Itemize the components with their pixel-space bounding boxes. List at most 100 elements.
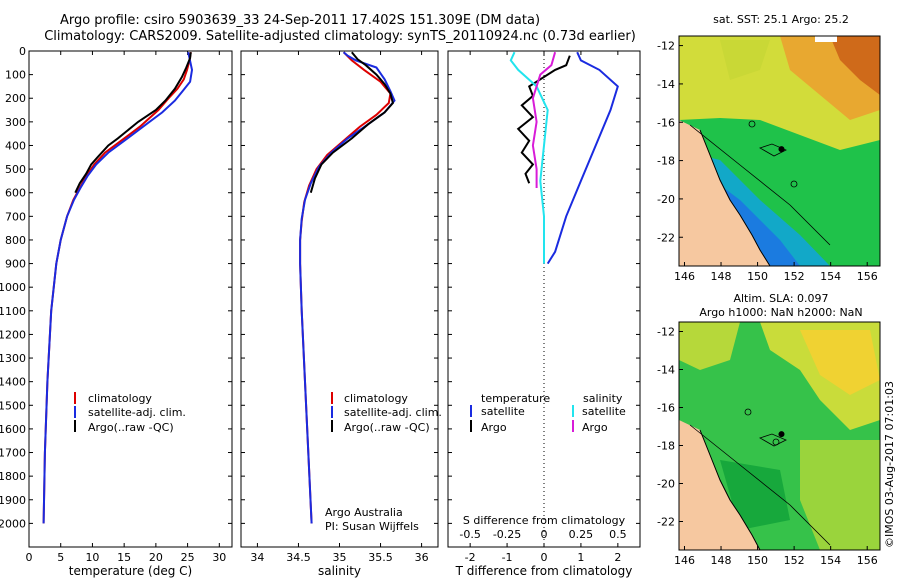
x-axis-label: temperature (deg C): [69, 564, 192, 578]
y-tick-label: 1100: [0, 305, 26, 318]
imos-timestamp: ©IMOS 03-Aug-2017 07:01:03: [883, 381, 896, 548]
y-tick-label: 1700: [0, 447, 26, 460]
map-lon-label: 150: [747, 554, 768, 567]
difference-plot: -2 -1 0 1 2T difference from climatology S di…: [448, 50, 640, 578]
x-tick-label: 0: [541, 551, 548, 564]
x-tick-label: 36: [415, 551, 429, 564]
series-line-t-satellite: [546, 51, 619, 265]
sla-map-title: Altim. SLA: 0.097: [733, 292, 828, 305]
x-tick-label: 30: [212, 551, 226, 564]
map-lat-label: -20: [657, 478, 675, 491]
s-tick-label: 0.25: [569, 528, 594, 541]
y-tick-label: 1600: [0, 423, 26, 436]
temperature-plot-frame: [28, 50, 233, 548]
map-lat-label: -18: [657, 440, 675, 453]
sla-map-subtitle: Argo h1000: NaN h2000: NaN: [699, 306, 862, 319]
x-tick-label: 1: [577, 551, 584, 564]
figure-title-line2: Climatology: CARS2009. Satellite-adjuste…: [44, 29, 636, 44]
map-axes: 146 148 150 152 154 156 -12 -14 -16 -18 -20 -22 146 1…: [657, 40, 878, 567]
map-lon-label: 152: [784, 554, 805, 567]
temperature-legend: climatology satellite-adj. clim. Argo(..…: [74, 392, 186, 434]
map-lon-label: 146: [674, 554, 695, 567]
map-lat-label: -22: [657, 231, 675, 244]
x-tick-label: 35: [333, 551, 347, 564]
y-tick-label: 1400: [0, 376, 26, 389]
figure-title-line1: Argo profile: csiro 5903639_33 24-Sep-20…: [59, 13, 541, 28]
x-tick-label: 0: [26, 551, 33, 564]
legend-title-salinity: salinity: [583, 392, 623, 405]
x-tick-label: 35.5: [368, 551, 393, 564]
argo-australia-credit: Argo Australia PI: Susan Wijffels: [325, 506, 419, 533]
map-lon-label: 154: [820, 270, 841, 283]
y-tick-label: 500: [5, 163, 26, 176]
series-line-argo-raw-qc-: [309, 51, 395, 193]
s-difference-label: S difference from climatology: [463, 514, 626, 527]
x-tick-label: 34.5: [286, 551, 311, 564]
s-tick-label: -0.25: [493, 528, 521, 541]
y-tick-label: 100: [5, 69, 26, 82]
legend-label-t-satellite: satellite: [481, 405, 525, 418]
series-line-satellite-adj-clim-: [299, 51, 396, 524]
map-lat-label: -22: [657, 516, 675, 529]
argo-position-marker: [778, 431, 785, 438]
series-line-s-argo: [531, 51, 557, 188]
y-tick-label: 900: [5, 258, 26, 271]
map-lat-label: -14: [657, 78, 675, 91]
legend-label-climatology: climatology: [344, 392, 408, 405]
series-line-climatology: [42, 52, 192, 524]
map-lat-label: -18: [657, 155, 675, 168]
x-tick-label: 5: [57, 551, 64, 564]
sst-map-title: sat. SST: 25.1 Argo: 25.2: [713, 13, 849, 26]
map-lon-label: 152: [784, 270, 805, 283]
series-line-t-argo: [516, 55, 571, 184]
map-lon-label: 148: [711, 554, 732, 567]
salinity-legend: climatology satellite-adj. clim. Argo(..…: [325, 392, 442, 533]
y-tick-label: 700: [5, 210, 26, 223]
s-tick-label: 0: [541, 528, 548, 541]
map-lat-label: -16: [657, 116, 675, 129]
x-tick-label: 15: [117, 551, 131, 564]
series-line-satellite-adj-clim-: [42, 51, 194, 524]
y-tick-label: 1800: [0, 470, 26, 483]
y-tick-label: 400: [5, 139, 26, 152]
salinity-plot-frame: [240, 50, 439, 548]
y-tick-label: 1500: [0, 399, 26, 412]
salinity-plot: 34 34.5 35 35.5 36 salinity: [241, 50, 438, 578]
legend-title-temperature: temperature: [481, 392, 550, 405]
map-lon-label: 150: [747, 270, 768, 283]
x-tick-label: -1: [502, 551, 513, 564]
x-axis-label: salinity: [318, 564, 361, 578]
x-tick-label: -2: [465, 551, 476, 564]
difference-legend: temperature salinity satellite Argo sate…: [470, 392, 626, 434]
y-tick-label: 1300: [0, 352, 26, 365]
x-tick-label: 34: [250, 551, 264, 564]
x-tick-label: 20: [149, 551, 163, 564]
map-lon-label: 154: [820, 554, 841, 567]
legend-label-argo: Argo(..raw -QC): [88, 421, 174, 434]
series-line-argo-raw-qc-: [74, 52, 192, 194]
y-tick-label: 0: [19, 45, 26, 58]
legend-label-t-argo: Argo: [481, 421, 507, 434]
legend-label-argo: Argo(..raw -QC): [344, 421, 430, 434]
series-line-s-satellite: [509, 51, 549, 264]
map-lon-label: 148: [711, 270, 732, 283]
sst-map: [678, 35, 881, 267]
legend-label-s-satellite: satellite: [582, 405, 626, 418]
map-lat-label: -20: [657, 193, 675, 206]
temperature-plot: 0100200300400500600700800900100011001200…: [0, 45, 232, 578]
legend-label-satellite: satellite-adj. clim.: [344, 406, 442, 419]
map-lon-label: 146: [674, 270, 695, 283]
map-lon-label: 156: [857, 270, 878, 283]
map-lat-label: -12: [657, 40, 675, 53]
map-lat-label: -16: [657, 402, 675, 415]
argo-position-marker: [778, 146, 785, 153]
x-axis-label: T difference from climatology: [455, 564, 633, 578]
legend-label-climatology: climatology: [88, 392, 152, 405]
y-tick-label: 1000: [0, 281, 26, 294]
x-tick-label: 25: [181, 551, 195, 564]
x-tick-label: 10: [85, 551, 99, 564]
map-lat-label: -12: [657, 326, 675, 339]
y-tick-label: 1900: [0, 494, 26, 507]
y-tick-label: 200: [5, 92, 26, 105]
